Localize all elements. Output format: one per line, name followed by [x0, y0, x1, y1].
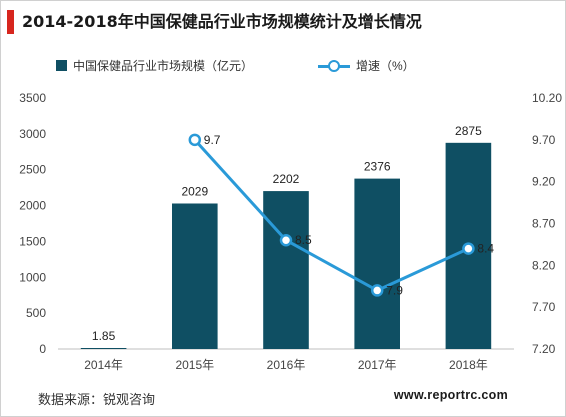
right-axis-tick-label: 9.20 [532, 175, 556, 189]
legend-line-label: 增速（%） [356, 59, 415, 73]
chart-title: 2014-2018年中国保健品行业市场规模统计及增长情况 [22, 12, 422, 31]
line-value-label: 8.5 [295, 233, 312, 247]
left-axis-tick-label: 0 [39, 342, 46, 356]
line-value-label: 8.4 [477, 242, 494, 256]
bar-value-label: 2029 [181, 184, 208, 198]
line-value-label: 7.9 [386, 283, 403, 297]
title-accent-bar [7, 10, 14, 34]
bar-value-label: 2875 [455, 124, 482, 138]
right-axis-tick-label: 8.20 [532, 258, 556, 272]
bar-series: 1.85 2029 2202 2376 2875 [80, 124, 492, 349]
line-point [370, 284, 384, 297]
legend-line-swatch [318, 59, 350, 72]
x-axis-tick-label: 2014年 [84, 358, 123, 372]
left-axis-tick-label: 2500 [19, 163, 46, 177]
bar [354, 178, 400, 349]
line-series: 9.7 8.5 7.9 8.4 [188, 133, 494, 297]
bar-value-label: 1.85 [92, 329, 116, 343]
bar [172, 203, 218, 349]
bar-value-label: 2202 [273, 172, 300, 186]
left-axis-tick-label: 1500 [19, 234, 46, 248]
growth-line [193, 138, 470, 292]
line-point [279, 233, 293, 247]
left-axis-tick-label: 3000 [19, 127, 46, 141]
line-value-label: 9.7 [204, 133, 221, 147]
legend-item-line: 增速（%） [318, 57, 415, 74]
legend-bar-label: 中国保健品行业市场规模（亿元） [73, 59, 254, 73]
bar [263, 191, 309, 349]
left-axis-tick-label: 1000 [19, 270, 46, 284]
left-axis-tick-label: 2000 [19, 199, 46, 213]
x-axis-tick-label: 2016年 [267, 358, 306, 372]
right-axis-tick-label: 9.70 [532, 133, 556, 147]
right-axis-tick-label: 7.70 [532, 300, 556, 314]
bar [80, 348, 127, 349]
left-axis-tick-label: 3500 [19, 91, 46, 105]
bar-value-label: 2376 [364, 160, 391, 174]
legend-item-bar: 中国保健品行业市场规模（亿元） [56, 57, 253, 74]
left-axis: 0 500 1000 1500 2000 2500 3000 3500 [19, 91, 46, 356]
right-axis: 7.20 7.70 8.20 8.70 9.20 9.70 10.20 [532, 91, 562, 356]
right-axis-tick-label: 8.70 [532, 217, 556, 231]
x-axis-tick-label: 2015年 [175, 358, 214, 372]
source-url: www.reportrc.com [393, 388, 508, 402]
legend-bar-swatch [56, 60, 67, 71]
x-axis-tick-label: 2017年 [358, 358, 397, 372]
data-source: 数据来源：锐观咨询 [38, 393, 156, 408]
line-point [188, 133, 202, 147]
x-axis-tick-label: 2018年 [449, 358, 488, 372]
right-axis-tick-label: 7.20 [532, 342, 556, 356]
line-point [462, 242, 475, 255]
left-axis-tick-label: 500 [26, 306, 46, 320]
right-axis-tick-label: 10.20 [532, 91, 562, 105]
x-axis: 2014年 2015年 2016年 2017年 2018年 [58, 348, 514, 372]
